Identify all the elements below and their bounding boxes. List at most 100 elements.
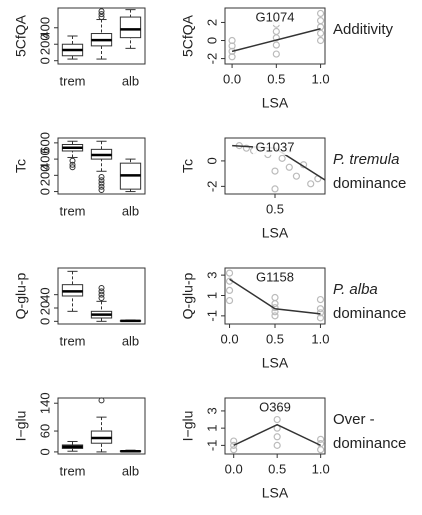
point (272, 50, 280, 58)
panel-title: O369 (259, 399, 291, 414)
x-tick-label: 0.5 (266, 331, 284, 346)
x-tick-label: alb (122, 463, 139, 478)
y-tick-label: 2 (204, 19, 219, 26)
point (316, 29, 325, 37)
point (316, 295, 325, 304)
y-tick-label: 0 (37, 448, 52, 455)
x-tick-label: 0.0 (225, 461, 243, 476)
point (316, 314, 325, 322)
outlier (98, 14, 105, 21)
point (272, 41, 280, 49)
outlier (98, 8, 105, 15)
panel-title: G1158 (256, 269, 294, 284)
y-tick-label: -2 (204, 181, 219, 193)
plot-frame (57, 137, 146, 195)
point (271, 293, 279, 302)
outlier (98, 295, 105, 301)
y-tick-label: 600 (37, 132, 52, 154)
outlier (98, 173, 105, 180)
y-tick-label: 0 (37, 188, 52, 195)
annotation: Additivity (333, 21, 394, 38)
y-tick-label: 400 (37, 17, 52, 39)
x-axis-label: LSA (262, 485, 289, 501)
y-tick-label: 3 (204, 407, 219, 414)
y-tick-label: 140 (37, 392, 52, 414)
x-tick-label: alb (122, 203, 139, 218)
fit-line (233, 423, 321, 447)
title-bg (253, 400, 297, 415)
fit-line (229, 278, 321, 315)
point (230, 441, 238, 449)
y-tick-label: 200 (37, 164, 52, 186)
y-axis-label: Q-glu-p (180, 272, 196, 319)
point (292, 172, 301, 180)
y-axis-label: 5CfQA (13, 14, 29, 57)
x-axis-label: LSA (262, 225, 289, 241)
y-tick-label: 1 (204, 425, 219, 432)
y-tick-label: 0 (37, 57, 52, 64)
outlier (98, 186, 105, 193)
plot-frame (224, 7, 326, 65)
point (272, 27, 280, 36)
annotation: Over - (333, 411, 375, 428)
fit-line (231, 28, 321, 53)
outlier (69, 157, 76, 164)
point (242, 144, 251, 152)
y-tick-label: -1 (204, 440, 219, 452)
y-axis-label: I−glu (13, 411, 29, 442)
x-tick-label: 0.5 (266, 201, 284, 216)
plot-frame (57, 267, 146, 325)
y-axis-label: Tc (13, 159, 29, 173)
panel-title: G1037 (255, 139, 294, 154)
outlier (98, 291, 105, 298)
x-axis-label: LSA (262, 355, 289, 371)
x-tick-label: alb (122, 73, 139, 88)
x-axis-label: LSA (262, 95, 289, 111)
x-tick-label: trem (60, 203, 86, 218)
point (225, 286, 234, 294)
title-bg (253, 270, 297, 285)
y-tick-label: 40 (37, 287, 52, 301)
point (317, 446, 325, 454)
x-tick-label: 0.0 (223, 71, 241, 86)
point (225, 296, 234, 305)
point (230, 437, 238, 445)
outlier (98, 177, 105, 184)
x-tick-label: trem (60, 73, 86, 88)
annotation: P. alba (333, 281, 378, 298)
y-tick-label: 0 (204, 157, 219, 164)
annotation: dominance (333, 305, 406, 322)
x-tick-label: 1.0 (312, 71, 330, 86)
point (317, 435, 325, 443)
y-tick-label: 200 (37, 33, 52, 55)
y-tick-label: 1 (204, 292, 219, 299)
y-axis-label: Tc (180, 159, 196, 173)
outlier (98, 288, 105, 295)
point (271, 304, 279, 312)
annotation: P. tremula (333, 151, 399, 168)
y-tick-label: 0 (37, 318, 52, 325)
point (271, 167, 279, 175)
panel-title: G1074 (255, 9, 294, 24)
point (273, 415, 281, 424)
y-axis-label: I−glu (180, 411, 196, 442)
outlier (69, 164, 76, 171)
x-tick-label: 1.0 (311, 331, 329, 346)
point (273, 433, 281, 441)
y-tick-label: 400 (37, 148, 52, 170)
x-tick-label: trem (60, 463, 86, 478)
point (273, 441, 281, 449)
x-tick-label: alb (122, 333, 139, 348)
y-tick-label: 3 (204, 272, 219, 279)
plot-frame (224, 397, 326, 455)
title-bg (253, 140, 297, 155)
annotation: dominance (333, 175, 406, 192)
point (285, 163, 293, 171)
point (307, 180, 315, 188)
x-tick-label: 1.0 (312, 461, 330, 476)
point (230, 446, 238, 454)
outlier (98, 285, 105, 291)
outlier (69, 161, 76, 168)
y-axis-label: 5CfQA (180, 14, 196, 57)
point (271, 312, 279, 320)
